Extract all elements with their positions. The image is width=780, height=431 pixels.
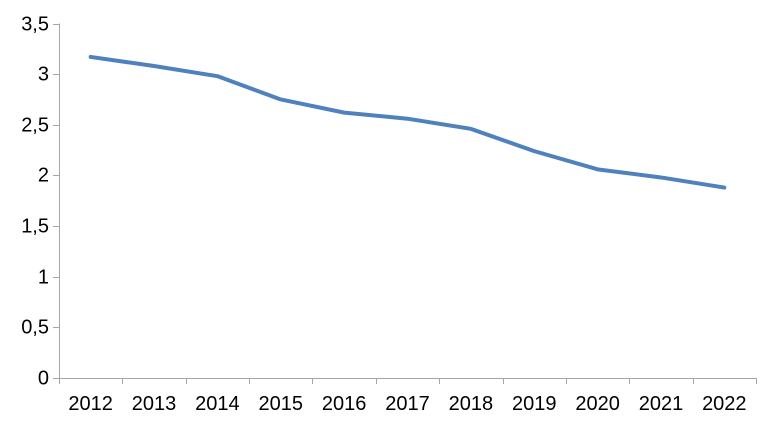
x-tick-label: 2014 bbox=[195, 393, 240, 415]
x-tick-label: 2018 bbox=[449, 393, 494, 415]
x-tick-label: 2017 bbox=[385, 393, 430, 415]
x-tick-label: 2015 bbox=[259, 393, 304, 415]
x-tick-label: 2016 bbox=[322, 393, 367, 415]
y-tick-label: 1 bbox=[38, 267, 49, 289]
x-tick-label: 2022 bbox=[702, 393, 747, 415]
x-tick-label: 2013 bbox=[132, 393, 177, 415]
y-tick-label: 0 bbox=[38, 368, 49, 390]
x-tick-label: 2020 bbox=[575, 393, 620, 415]
y-tick-label: 0,5 bbox=[21, 317, 49, 339]
x-tick-label: 2012 bbox=[68, 393, 113, 415]
y-tick-label: 3,5 bbox=[21, 14, 49, 36]
y-tick-label: 1,5 bbox=[21, 216, 49, 238]
data-series-line bbox=[88, 54, 727, 190]
y-tick-label: 2 bbox=[38, 165, 49, 187]
y-tick-label: 2,5 bbox=[21, 115, 49, 137]
y-tick-label: 3 bbox=[38, 64, 49, 86]
x-tick-label: 2021 bbox=[639, 393, 684, 415]
x-tick-label: 2019 bbox=[512, 393, 557, 415]
